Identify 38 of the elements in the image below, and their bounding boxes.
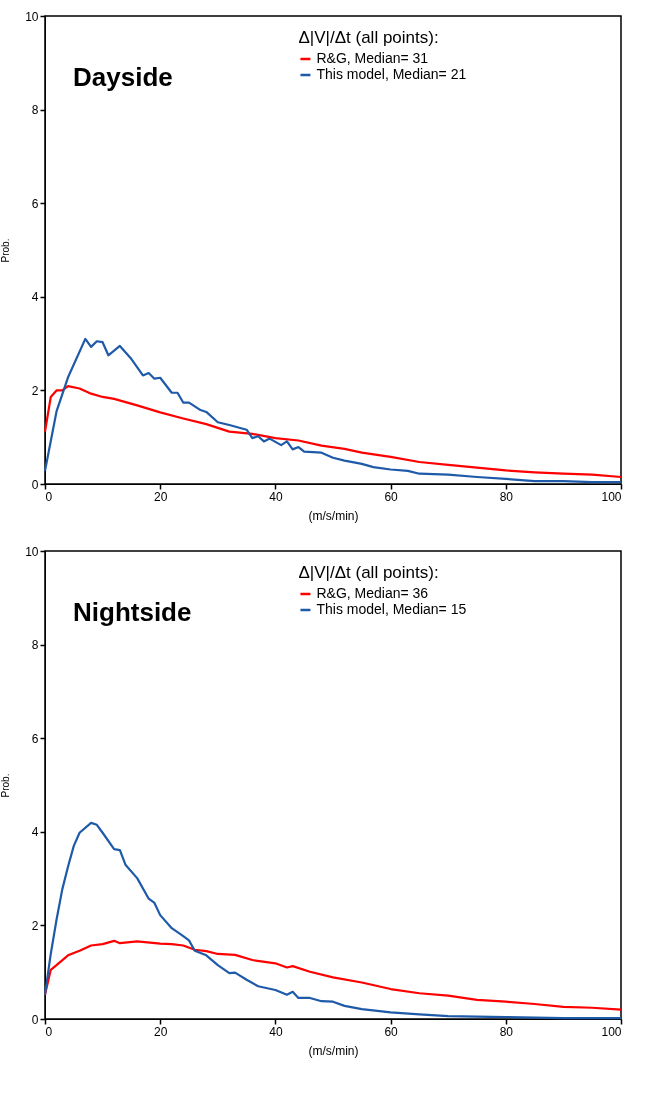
y-axis-title: Prob. bbox=[0, 238, 12, 263]
legend-label: R&G, Median= 31 bbox=[316, 50, 429, 66]
y-tick-label: 10 bbox=[25, 544, 39, 559]
x-tick-label: 100 bbox=[601, 1024, 622, 1039]
y-tick-label: 8 bbox=[31, 103, 39, 118]
legend-label: This model, Median= 21 bbox=[316, 66, 467, 82]
x-tick-label: 0 bbox=[45, 1024, 53, 1039]
y-tick-label: 0 bbox=[31, 1012, 39, 1027]
annotation: Nightside bbox=[73, 597, 192, 627]
y-tick-label: 6 bbox=[31, 731, 39, 746]
x-tick-label: 40 bbox=[269, 1024, 283, 1039]
y-tick-label: 8 bbox=[31, 638, 39, 653]
y-tick-label: 6 bbox=[31, 196, 39, 211]
y-tick-label: 2 bbox=[31, 383, 39, 398]
x-axis-title: (m/s/min) bbox=[308, 1043, 359, 1058]
legend-title: Δ|V|/Δt (all points): bbox=[298, 28, 439, 47]
y-tick-label: 4 bbox=[31, 825, 39, 840]
line-series bbox=[43, 939, 623, 1011]
x-tick-label: 0 bbox=[45, 489, 53, 504]
y-tick-label: 4 bbox=[31, 290, 39, 305]
y-tick-label: 2 bbox=[31, 918, 39, 933]
legend-title: Δ|V|/Δt (all points): bbox=[298, 563, 439, 582]
legend-label: This model, Median= 15 bbox=[316, 601, 467, 617]
y-tick-label: 10 bbox=[25, 9, 39, 24]
x-tick-label: 60 bbox=[384, 489, 399, 504]
line-series bbox=[43, 385, 623, 479]
annotation: Dayside bbox=[73, 62, 173, 92]
y-axis-title: Prob. bbox=[0, 773, 12, 798]
x-tick-label: 80 bbox=[499, 489, 514, 504]
x-tick-label: 80 bbox=[499, 1024, 514, 1039]
x-tick-label: 40 bbox=[269, 489, 283, 504]
x-tick-label: 100 bbox=[601, 489, 622, 504]
x-axis-title: (m/s/min) bbox=[308, 508, 359, 523]
y-tick-label: 0 bbox=[31, 477, 39, 492]
x-tick-label: 60 bbox=[384, 1024, 399, 1039]
legend-label: R&G, Median= 36 bbox=[316, 585, 429, 601]
x-tick-label: 20 bbox=[154, 489, 168, 504]
x-tick-label: 20 bbox=[154, 1024, 168, 1039]
